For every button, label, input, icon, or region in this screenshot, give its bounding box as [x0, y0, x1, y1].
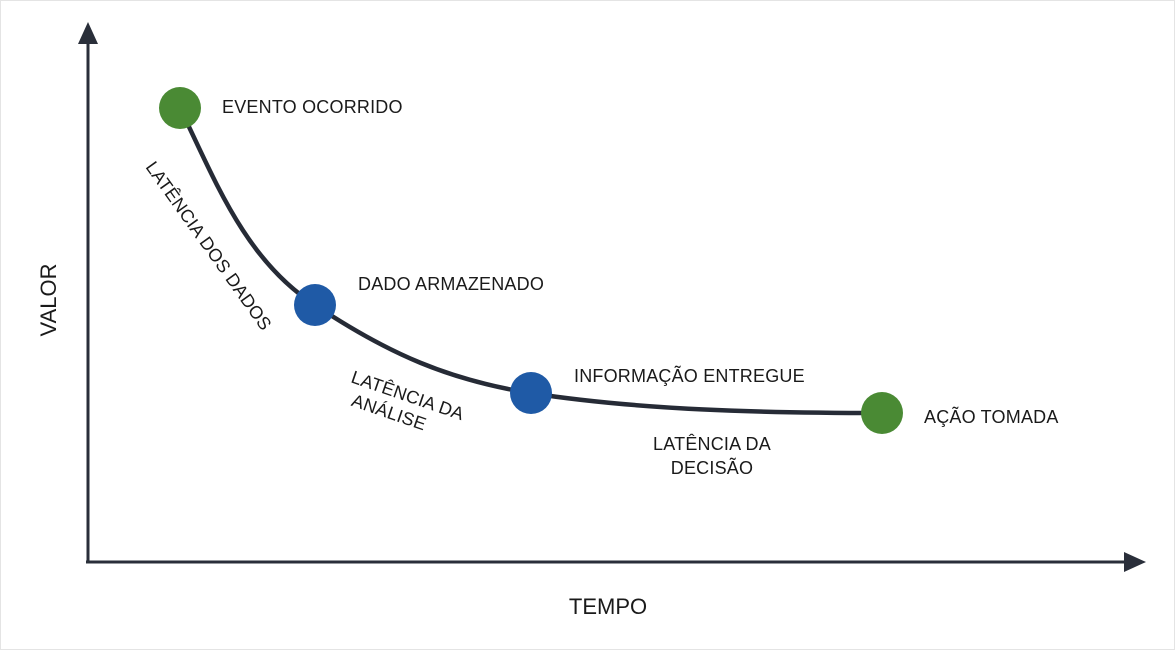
decision-latency-line1: LATÊNCIA DA [653, 434, 771, 454]
y-axis-arrowhead [78, 22, 98, 44]
value-decay-curve [177, 105, 885, 416]
info-delivered-label: INFORMAÇÃO ENTREGUE [574, 365, 805, 386]
event-occurred-label: EVENTO OCORRIDO [222, 97, 403, 117]
action-taken-node [861, 392, 903, 434]
analysis-latency-label: LATÊNCIA DA ANÁLISE [349, 367, 467, 435]
action-taken-label: AÇÃO TOMADA [924, 406, 1059, 427]
y-axis-label: VALOR [36, 264, 61, 337]
x-axis-arrowhead [1124, 552, 1146, 572]
event-occurred-node [159, 87, 201, 129]
x-axis-label: TEMPO [569, 594, 647, 619]
data-stored-label: DADO ARMAZENADO [358, 274, 544, 294]
axes [78, 22, 1146, 572]
decision-latency-line2: DECISÃO [671, 457, 753, 478]
info-delivered-node [510, 372, 552, 414]
data-stored-node [294, 284, 336, 326]
